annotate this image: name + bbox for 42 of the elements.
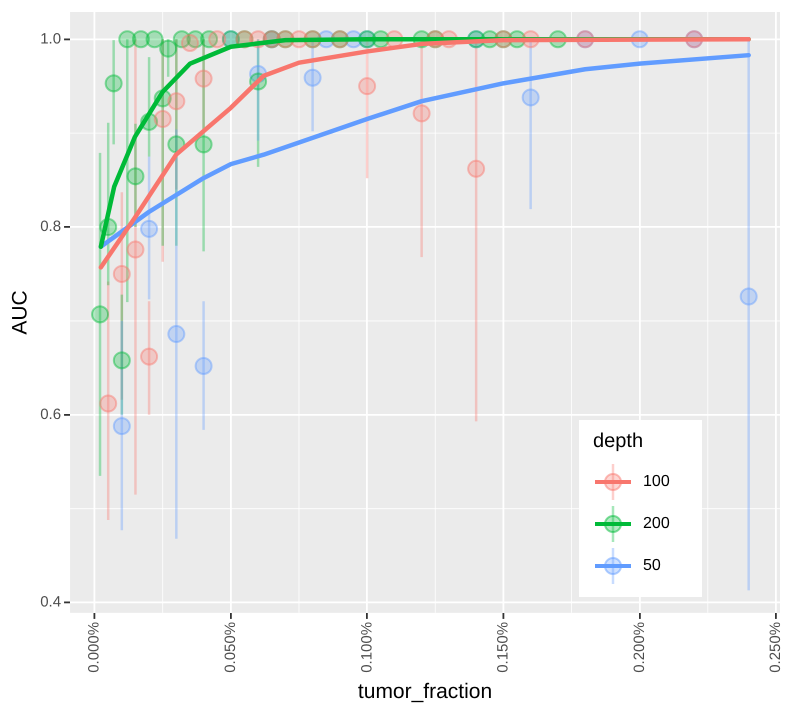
y-tick-label: 1.0 [40,30,62,48]
point [194,70,213,88]
point [467,160,486,178]
point [194,135,213,154]
y-tick-label: 0.4 [40,594,62,611]
point [104,74,123,92]
point [126,240,144,259]
point [112,417,131,436]
x-tick-label: 0.100% [358,622,376,673]
x-tick-label: 0.000% [86,622,103,673]
legend-label: 100 [643,472,670,491]
x-tick-label: 0.200% [630,622,648,673]
point [159,40,178,58]
point [358,77,376,96]
y-tick-label: 0.6 [40,406,62,423]
point [167,92,186,110]
y-tick-label: 0.8 [40,218,62,236]
y-axis-title: AUC [8,290,32,335]
point [112,264,131,283]
point [140,348,158,366]
point [140,220,158,238]
point [91,305,110,324]
point [522,88,540,106]
point [126,167,144,186]
legend-label: 50 [643,556,661,575]
legend-label: 200 [643,514,670,533]
point [154,110,172,128]
point [99,394,118,413]
point [412,104,431,122]
point [208,30,226,48]
legend-title: depth [593,430,644,453]
x-tick-label: 0.150% [494,622,512,673]
point [304,68,322,87]
x-tick-label: 0.250% [767,622,784,673]
point [146,30,164,48]
x-axis-title: tumor_fraction [358,680,492,704]
point [740,288,758,306]
point [112,351,131,370]
point [194,356,213,375]
point [167,325,186,344]
point [180,34,199,52]
x-tick-label: 0.050% [222,622,239,673]
